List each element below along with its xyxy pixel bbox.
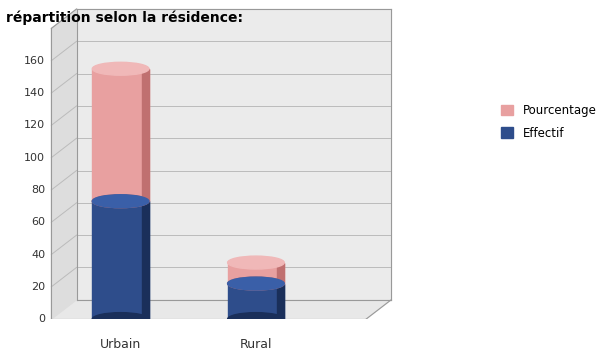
Polygon shape (228, 283, 284, 319)
Ellipse shape (228, 277, 284, 290)
Text: 60: 60 (31, 217, 45, 227)
Ellipse shape (92, 313, 149, 325)
Text: 20: 20 (31, 282, 45, 292)
Text: 140: 140 (24, 88, 45, 98)
Polygon shape (278, 283, 284, 319)
Text: 160: 160 (24, 56, 45, 66)
Text: 80: 80 (31, 185, 45, 195)
Ellipse shape (228, 313, 284, 325)
Ellipse shape (92, 62, 149, 75)
Ellipse shape (92, 195, 149, 208)
Legend: Pourcentage, Effectif: Pourcentage, Effectif (496, 98, 602, 145)
Text: Urbain: Urbain (100, 339, 141, 352)
Text: 0: 0 (38, 314, 45, 324)
Polygon shape (228, 263, 284, 283)
Polygon shape (52, 300, 391, 319)
Text: 40: 40 (31, 250, 45, 259)
Ellipse shape (228, 256, 284, 269)
Polygon shape (76, 9, 391, 300)
Polygon shape (92, 201, 149, 319)
Text: répartition selon la résidence:: répartition selon la résidence: (6, 11, 243, 25)
Polygon shape (52, 9, 76, 319)
Polygon shape (278, 263, 284, 283)
Polygon shape (92, 69, 149, 201)
Ellipse shape (92, 195, 149, 208)
Text: Rural: Rural (240, 339, 272, 352)
Ellipse shape (228, 277, 284, 290)
Polygon shape (142, 69, 149, 201)
Polygon shape (142, 201, 149, 319)
Text: 100: 100 (24, 152, 45, 163)
Text: 120: 120 (24, 120, 45, 130)
